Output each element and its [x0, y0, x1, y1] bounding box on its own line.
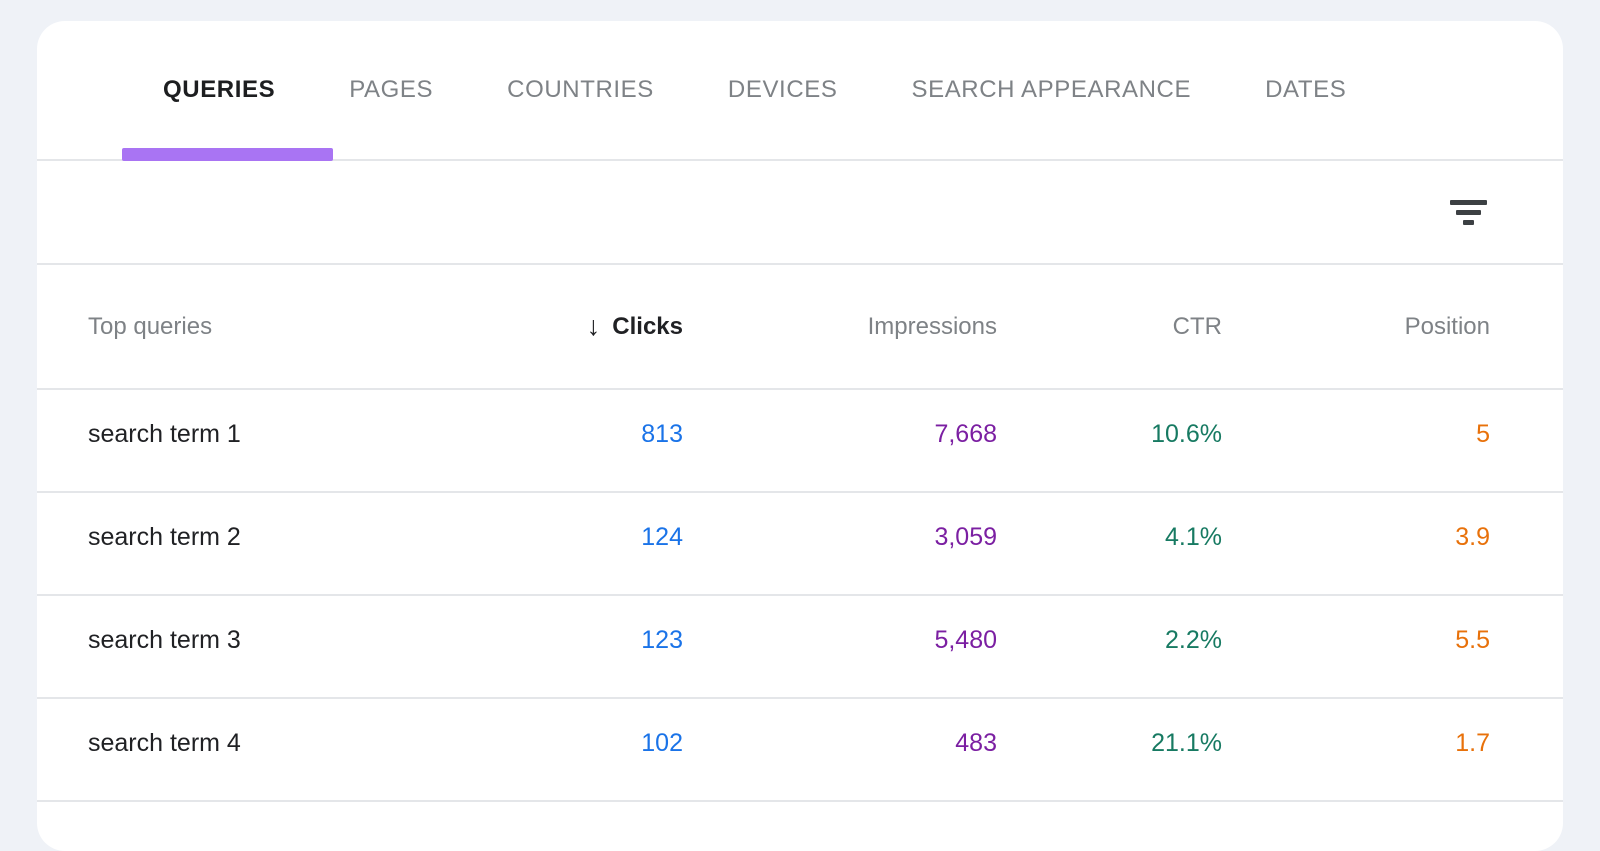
position-cell: 5: [1476, 420, 1490, 448]
query-cell: search term 4: [88, 729, 241, 757]
ctr-cell: 10.6%: [1151, 420, 1222, 448]
column-header-clicks-label: Clicks: [612, 312, 683, 340]
query-cell: search term 2: [88, 523, 241, 551]
position-cell: 1.7: [1455, 729, 1490, 757]
impressions-cell: 7,668: [934, 420, 997, 448]
position-cell: 5.5: [1455, 626, 1490, 654]
filter-icon-bar: [1463, 219, 1474, 225]
tab-dates[interactable]: DATES: [1265, 21, 1346, 159]
table-row[interactable]: search term 4 102 483 21.1% 1.7: [37, 699, 1563, 802]
clicks-cell: 124: [641, 523, 683, 551]
impressions-cell: 5,480: [934, 626, 997, 654]
filter-icon-bar: [1450, 199, 1487, 205]
table-row[interactable]: search term 2 124 3,059 4.1% 3.9: [37, 493, 1563, 596]
tab-search-appearance[interactable]: SEARCH APPEARANCE: [911, 21, 1191, 159]
tab-devices[interactable]: DEVICES: [728, 21, 838, 159]
tab-queries-label: QUERIES: [163, 76, 276, 103]
impressions-cell: 483: [955, 729, 997, 757]
tab-queries[interactable]: QUERIES: [122, 21, 333, 161]
report-tabbar: QUERIES PAGES COUNTRIES DEVICES SEARCH A…: [37, 21, 1563, 161]
ctr-cell: 4.1%: [1165, 523, 1222, 551]
column-header-position[interactable]: Position: [1404, 312, 1490, 340]
table-row[interactable]: search term 3 123 5,480 2.2% 5.5: [37, 596, 1563, 699]
clicks-cell: 123: [641, 626, 683, 654]
tab-dates-label: DATES: [1265, 76, 1347, 103]
clicks-cell: 102: [641, 729, 683, 757]
table-toolbar: [37, 161, 1563, 265]
query-cell: search term 1: [88, 420, 241, 448]
tab-search-appearance-label: SEARCH APPEARANCE: [911, 76, 1192, 103]
tab-devices-label: DEVICES: [727, 76, 838, 103]
filter-icon[interactable]: [1442, 192, 1495, 233]
sort-desc-arrow-icon: ↓: [586, 311, 601, 341]
column-header-top-queries[interactable]: Top queries: [88, 312, 213, 340]
tab-pages-label: PAGES: [349, 76, 434, 103]
tab-pages[interactable]: PAGES: [349, 21, 433, 159]
performance-card: QUERIES PAGES COUNTRIES DEVICES SEARCH A…: [37, 21, 1563, 851]
column-header-ctr[interactable]: CTR: [1172, 312, 1222, 340]
table-header-row: Top queries ↓ Clicks Impressions CTR Pos…: [37, 265, 1563, 390]
impressions-cell: 3,059: [934, 523, 997, 551]
table-row[interactable]: search term 1 813 7,668 10.6% 5: [37, 390, 1563, 493]
column-header-clicks[interactable]: ↓ Clicks: [438, 311, 683, 342]
tab-countries[interactable]: COUNTRIES: [507, 21, 654, 159]
clicks-cell: 813: [641, 420, 683, 448]
ctr-cell: 2.2%: [1165, 626, 1222, 654]
active-tab-indicator: [122, 148, 333, 161]
query-cell: search term 3: [88, 626, 241, 654]
column-header-impressions[interactable]: Impressions: [867, 312, 997, 340]
filter-icon-bar: [1456, 209, 1481, 215]
tab-countries-label: COUNTRIES: [507, 76, 654, 103]
position-cell: 3.9: [1455, 523, 1490, 551]
ctr-cell: 21.1%: [1151, 729, 1222, 757]
